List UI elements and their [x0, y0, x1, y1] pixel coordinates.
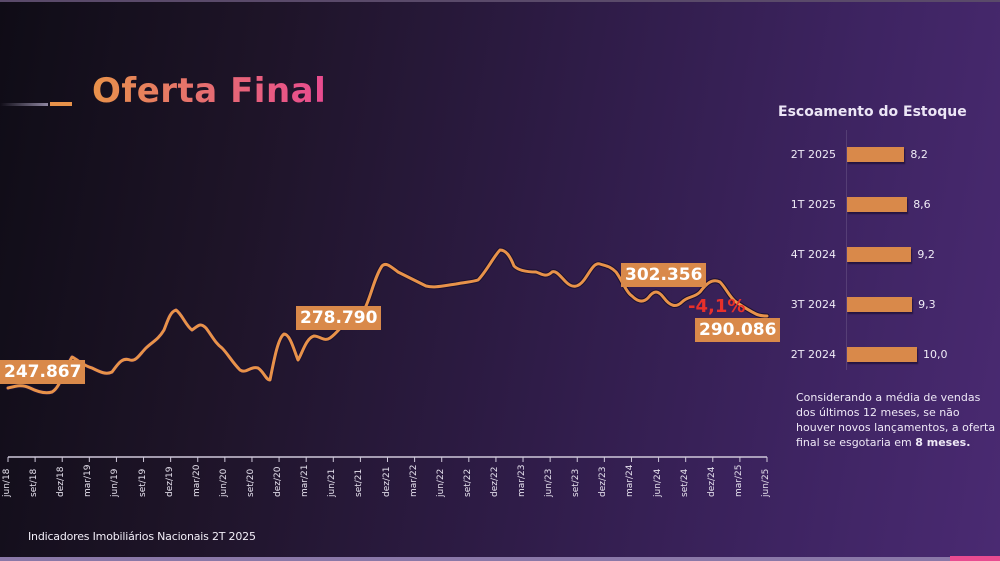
bar: [847, 297, 913, 312]
x-tick-label: dez/21: [381, 466, 392, 497]
bar-row: 4T 2024 9,2: [770, 246, 1000, 266]
x-tick-label: mar/21: [300, 464, 311, 497]
bar-value-label: 9,2: [917, 248, 935, 261]
x-tick-label: set/21: [354, 468, 365, 497]
x-tick-label: dez/18: [56, 466, 67, 497]
sidebar-title: Escoamento do Estoque: [778, 104, 967, 120]
x-tick-label: jun/18: [2, 468, 12, 497]
x-tick-label: set/19: [137, 468, 148, 497]
footer-text: Indicadores Imobiliários Nacionais 2T 20…: [28, 530, 256, 543]
x-tick-label: mar/23: [517, 464, 528, 497]
x-tick-label: jun/25: [761, 468, 771, 497]
x-tick-label: set/22: [462, 468, 473, 497]
x-tick-label: set/20: [245, 468, 256, 497]
bottom-bar: [0, 557, 1000, 561]
bar-row: 1T 2025 8,6: [770, 196, 1000, 216]
x-tick-label: jun/19: [110, 468, 121, 497]
bar-row: 3T 2024 9,3: [770, 296, 1000, 316]
bar-chart-axis: [846, 130, 847, 370]
title-accent-decoration: [50, 102, 72, 106]
data-label-peak: 302.356: [621, 263, 707, 287]
x-tick-label: set/18: [29, 468, 40, 497]
x-tick-label: set/23: [571, 468, 582, 497]
x-tick-label: jun/23: [544, 468, 555, 497]
bar-value-label: 8,2: [910, 148, 928, 161]
x-tick-label: dez/20: [273, 466, 284, 497]
percent-change-label: -4,1%: [688, 296, 746, 317]
x-tick-label: dez/23: [598, 466, 609, 497]
page-header: Oferta Final: [0, 66, 326, 116]
x-axis-ticks: [7, 457, 768, 462]
note-text: Considerando a média de vendas dos últim…: [796, 391, 996, 449]
bottom-bar-accent: [950, 556, 1000, 561]
bar-row: 2T 2025 8,2: [770, 146, 1000, 166]
bar: [847, 247, 912, 262]
bar-value-label: 10,0: [923, 348, 948, 361]
bar-value-label: 9,3: [918, 298, 936, 311]
bar-category-label: 3T 2024: [790, 298, 836, 311]
bar: [847, 147, 905, 162]
data-label-end: 290.086: [695, 318, 781, 342]
bar-value-label: 8,6: [913, 198, 931, 211]
x-tick-label: jun/21: [327, 468, 338, 497]
series-line: [6, 248, 769, 395]
bar-row: 2T 2024 10,0: [770, 346, 1000, 366]
x-tick-label: mar/20: [191, 464, 202, 497]
x-tick-label: mar/22: [408, 464, 419, 497]
bar-category-label: 2T 2024: [790, 348, 836, 361]
x-tick-label: jun/20: [218, 468, 229, 497]
note-bold-text: 8 meses.: [915, 436, 971, 449]
x-tick-label: mar/25: [733, 464, 744, 497]
x-tick-label: jun/22: [435, 468, 446, 497]
bar: [847, 197, 908, 212]
x-tick-label: mar/19: [83, 464, 94, 497]
bar: [847, 347, 917, 362]
x-tick-label: dez/24: [706, 466, 717, 497]
x-tick-label: set/24: [679, 468, 690, 497]
data-label-jun21: 278.790: [296, 306, 382, 330]
data-label-start: 247.867: [0, 360, 86, 384]
bar-category-label: 1T 2025: [790, 198, 836, 211]
x-tick-label: dez/22: [489, 466, 500, 497]
x-tick-label: jun/24: [652, 468, 663, 497]
bar-category-label: 4T 2024: [790, 248, 836, 261]
title-dash-decoration: [0, 102, 48, 106]
bar-category-label: 2T 2025: [790, 148, 836, 161]
x-tick-label: mar/24: [625, 464, 636, 497]
top-border: [0, 0, 1000, 2]
sidebar-note: Considerando a média de vendas dos últim…: [796, 390, 996, 450]
x-tick-label: dez/19: [164, 466, 175, 497]
